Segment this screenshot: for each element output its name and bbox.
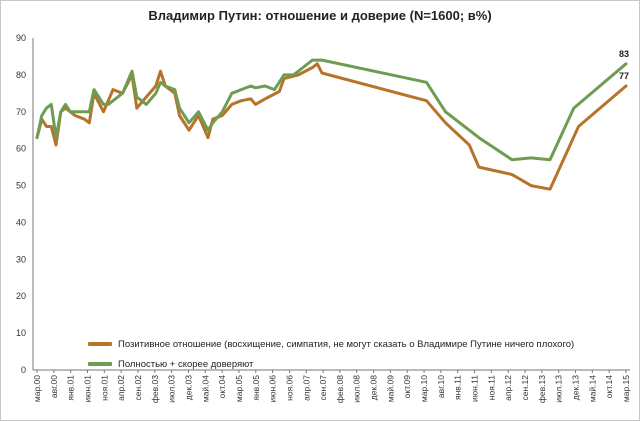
x-tick-label: июн.06: [268, 375, 278, 403]
x-tick-label: май.14: [587, 375, 597, 402]
legend: Позитивное отношение (восхищение, симпат…: [88, 334, 574, 374]
series-line-trust: [35, 58, 628, 162]
x-tick-label: ноя.06: [284, 375, 294, 401]
x-tick-label: мар.15: [621, 375, 631, 402]
y-tick-label: 30: [16, 254, 26, 264]
x-tick-label: окт.09: [402, 375, 412, 399]
y-tick-label: 0: [21, 365, 26, 375]
x-tick-label: мар.05: [234, 375, 244, 402]
chart-title: Владимир Путин: отношение и доверие (N=1…: [148, 8, 492, 23]
x-tick-label: янв.01: [66, 375, 76, 401]
y-tick-label: 90: [16, 33, 26, 43]
y-tick-label: 60: [16, 144, 26, 154]
x-tick-label: апр.02: [116, 375, 126, 401]
x-tick-label: янв.11: [453, 375, 463, 400]
legend-swatch-trust: [88, 362, 112, 366]
y-tick-label: 10: [16, 328, 26, 338]
y-tick-label: 20: [16, 291, 26, 301]
series-line-positive: [35, 62, 628, 191]
x-tick-label: май.04: [200, 375, 210, 402]
x-tick-label: май.09: [385, 375, 395, 402]
x-tick-label: окт.04: [217, 375, 227, 399]
data-label-positive: 77: [619, 71, 629, 81]
legend-label-trust: Полностью + скорее доверяют: [118, 358, 254, 370]
x-tick-label: июл.03: [167, 375, 177, 403]
x-tick-label: июн.01: [82, 375, 92, 403]
x-tick-label: июл.08: [352, 375, 362, 403]
x-tick-label: мар.10: [419, 375, 429, 402]
x-tick-label: апр.12: [503, 375, 513, 401]
x-tick-label: июн.11: [470, 375, 480, 402]
y-tick-label: 80: [16, 70, 26, 80]
series-group: [35, 58, 628, 191]
x-tick-label: окт.14: [604, 375, 614, 399]
data-label-trust: 83: [619, 49, 629, 59]
x-tick-label: авг.00: [49, 375, 59, 398]
legend-item-positive: Позитивное отношение (восхищение, симпат…: [88, 334, 574, 354]
x-tick-label: ноя.01: [99, 375, 109, 401]
data-label-group: 83 77: [619, 49, 629, 81]
y-tick-label: 50: [16, 181, 26, 191]
legend-swatch-positive: [88, 342, 112, 346]
x-tick-label: ноя.11: [486, 375, 496, 400]
x-tick-label: сен.12: [520, 375, 530, 401]
x-tick-label: дек.08: [369, 375, 379, 400]
x-tick-label: сен.02: [133, 375, 143, 401]
x-tick-label: фев.08: [335, 375, 345, 403]
x-tick-label: фев.03: [150, 375, 160, 403]
x-tick-label: дек.13: [571, 375, 581, 400]
x-tick-label: янв.05: [251, 375, 261, 401]
x-tick-label: июл.13: [554, 375, 564, 403]
x-tick-label: фев.13: [537, 375, 547, 403]
x-tick-group: мар.00 авг.00 янв.01 июн.01 ноя.01 апр.02 сен.…: [32, 370, 631, 403]
y-tick-label: 40: [16, 217, 26, 227]
x-tick-label: мар.00: [32, 375, 42, 402]
x-tick-label: дек.03: [183, 375, 193, 400]
x-tick-label: авг.10: [436, 375, 446, 398]
y-tick-label: 70: [16, 107, 26, 117]
legend-label-positive: Позитивное отношение (восхищение, симпат…: [118, 338, 575, 350]
y-tick-group: 0 10 20 30 40 50 60 70 80 90: [16, 33, 26, 375]
x-tick-label: апр.07: [301, 375, 311, 401]
legend-item-trust: Полностью + скорее доверяют: [88, 354, 574, 374]
x-tick-label: сен.07: [318, 375, 328, 401]
